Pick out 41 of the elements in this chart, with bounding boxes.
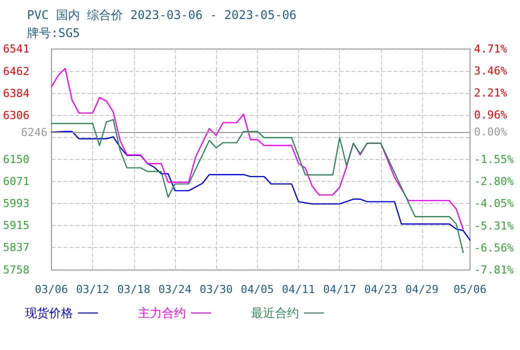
y2-tick-label: -1.55% (474, 153, 514, 166)
x-tick-label: 03/30 (200, 283, 233, 296)
y2-tick-label: 0.96% (474, 108, 508, 122)
x-tick-label: 03/12 (76, 283, 110, 296)
chart-subtitle: 牌号:SG5 (27, 26, 80, 40)
y-tick-label: 6541 (2, 42, 30, 56)
y-tick-label: 6306 (2, 108, 30, 122)
x-tick-label: 03/06 (34, 283, 68, 296)
x-tick-label: 04/23 (364, 283, 398, 296)
line-series (50, 68, 464, 230)
x-tick-label: 04/29 (405, 283, 439, 296)
y-tick-label: 5758 (2, 264, 30, 276)
y-tick-label: 5915 (2, 219, 30, 232)
y2-tick-label: 0.00% (474, 126, 508, 139)
y-tick-label: 6384 (2, 86, 30, 100)
y2-tick-label: -6.56% (474, 241, 514, 254)
y2-tick-label: 4.71% (474, 42, 508, 56)
y2-tick-label: -2.80% (474, 175, 514, 188)
legend-label: 主力合约 (138, 306, 186, 320)
y2-tick-label: -4.05% (474, 197, 514, 210)
y-tick-label: 6150 (2, 152, 30, 166)
ref-line-label: 6246 (20, 126, 48, 139)
line-series (50, 118, 464, 254)
x-tick-label: 03/24 (158, 283, 192, 296)
x-tick-label: 04/05 (240, 283, 274, 296)
y-tick-label: 5993 (2, 197, 30, 210)
x-tick-label: 04/11 (282, 283, 316, 296)
y2-tick-label: 2.21% (474, 86, 508, 100)
y2-tick-label: -5.31% (474, 219, 514, 232)
chart-title: PVC 国内 综合价 2023-03-06 - 2023-05-06 (27, 8, 297, 22)
y-tick-label: 6071 (2, 175, 30, 188)
x-tick-label: 05/06 (453, 283, 487, 296)
y-tick-label: 5837 (2, 241, 30, 254)
y2-tick-label: 3.46% (474, 64, 508, 78)
y2-tick-label: -7.81% (474, 264, 514, 276)
legend-label: 最近合约 (251, 306, 299, 320)
x-tick-label: 03/18 (117, 283, 150, 296)
legend-label: 现货价格 (25, 306, 73, 320)
y-tick-label: 6462 (2, 64, 30, 78)
line-series (50, 130, 471, 241)
x-tick-label: 04/17 (323, 283, 356, 296)
